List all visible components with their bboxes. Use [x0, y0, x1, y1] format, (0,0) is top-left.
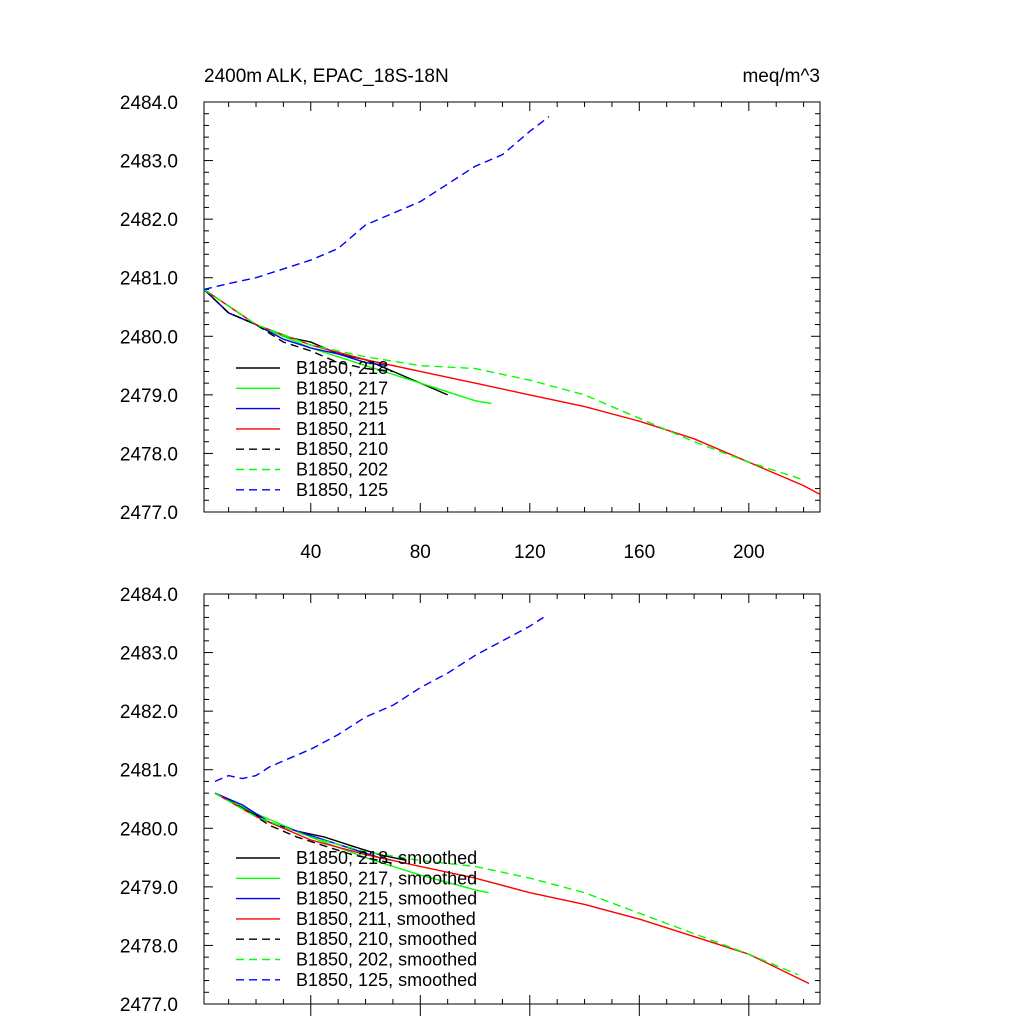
plot-frame [203, 101, 821, 513]
legend-label: B1850, 218, smoothed [296, 848, 477, 868]
legend-label: B1850, 215, smoothed [296, 889, 477, 909]
y-tick-label: 2481.0 [120, 761, 178, 782]
y-tick-label: 2484.0 [120, 93, 178, 114]
series-line [214, 792, 394, 865]
chart-title: 2400m ALK, EPAC_18S-18N [204, 66, 449, 87]
y-tick-label: 2484.0 [120, 585, 178, 606]
series-line [214, 792, 810, 985]
series-line [203, 288, 393, 373]
legend-label: B1850, 202 [296, 460, 388, 480]
series-line [203, 288, 804, 481]
legend-label: B1850, 210 [296, 439, 388, 459]
legend-label: B1850, 202, smoothed [296, 950, 477, 970]
y-tick-label: 2478.0 [120, 444, 178, 465]
y-tick-label: 2480.0 [120, 327, 178, 348]
series-line [203, 116, 550, 291]
y-tick-label: 2483.0 [120, 152, 178, 173]
x-tick-label: 40 [300, 542, 321, 563]
y-tick-label: 2478.0 [120, 936, 178, 957]
y-tick-label: 2480.0 [120, 819, 178, 840]
legend-label: B1850, 210, smoothed [296, 929, 477, 949]
y-tick-label: 2477.0 [120, 503, 178, 524]
legend-label: B1850, 217, smoothed [296, 868, 477, 888]
legend-label: B1850, 215 [296, 399, 388, 419]
x-tick-label: 200 [733, 542, 765, 563]
x-tick-label: 120 [514, 542, 546, 563]
top-chart-panel: 2484.0 2483.0 2482.0 2481.0 2480.0 2479.0 2478… [120, 66, 821, 563]
y-tick-label: 2482.0 [120, 702, 178, 723]
x-tick-label: 160 [623, 542, 655, 563]
y-tick-label: 2483.0 [120, 644, 178, 665]
legend-label: B1850, 125 [296, 480, 388, 500]
legend-label: B1850, 211, smoothed [296, 909, 476, 929]
series-line [214, 616, 544, 783]
legend-label: B1850, 217 [296, 378, 388, 398]
series-line [203, 288, 388, 367]
legend-label: B1850, 211 [296, 419, 387, 439]
plot-frame [203, 593, 821, 1005]
y-tick-label: 2479.0 [120, 386, 178, 407]
x-tick-label: 80 [410, 542, 431, 563]
chart-units: meq/m^3 [742, 66, 820, 87]
legend-label: B1850, 125, smoothed [296, 970, 477, 990]
bottom-chart-panel: 2484.0 2483.0 2482.0 2481.0 2480.0 2479.0 2478… [120, 585, 821, 1016]
legend-label: B1850, 218 [296, 358, 388, 378]
y-tick-label: 2479.0 [120, 878, 178, 899]
y-tick-label: 2477.0 [120, 995, 178, 1016]
series-line [214, 792, 799, 976]
y-tick-label: 2482.0 [120, 210, 178, 231]
y-tick-label: 2481.0 [120, 269, 178, 290]
